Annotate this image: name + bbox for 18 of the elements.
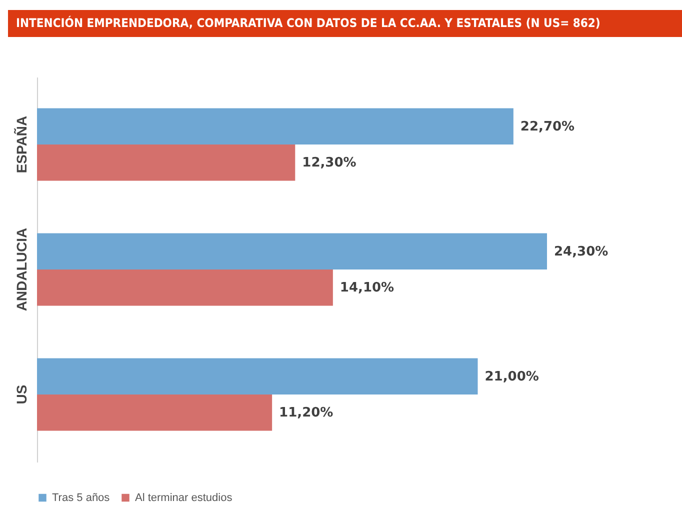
- data-label: 14,10%: [340, 280, 394, 296]
- bar: [37, 358, 478, 394]
- bar: [37, 108, 514, 144]
- data-label: 21,00%: [484, 369, 539, 384]
- bar: [37, 270, 333, 306]
- bar: [37, 394, 272, 431]
- bar: [37, 233, 547, 270]
- legend-label: Tras 5 años: [52, 492, 110, 504]
- bar: [37, 144, 296, 181]
- y-tick-label: US: [14, 384, 30, 404]
- y-tick-label: ESPAÑA: [14, 116, 30, 174]
- chart-title: INTENCIÓN EMPRENDEDORA, COMPARATIVA CON DATOS DE LA CC.AA. Y ESTATALES (N US= 862): [8, 10, 682, 37]
- data-label: 11,20%: [279, 406, 334, 421]
- data-label: 12,30%: [302, 156, 356, 171]
- legend-label: Al terminar estudios: [135, 492, 233, 504]
- y-tick-label: ANDALUCIA: [14, 228, 30, 312]
- data-label: 24,30%: [554, 244, 608, 260]
- data-label: 22,70%: [520, 119, 575, 134]
